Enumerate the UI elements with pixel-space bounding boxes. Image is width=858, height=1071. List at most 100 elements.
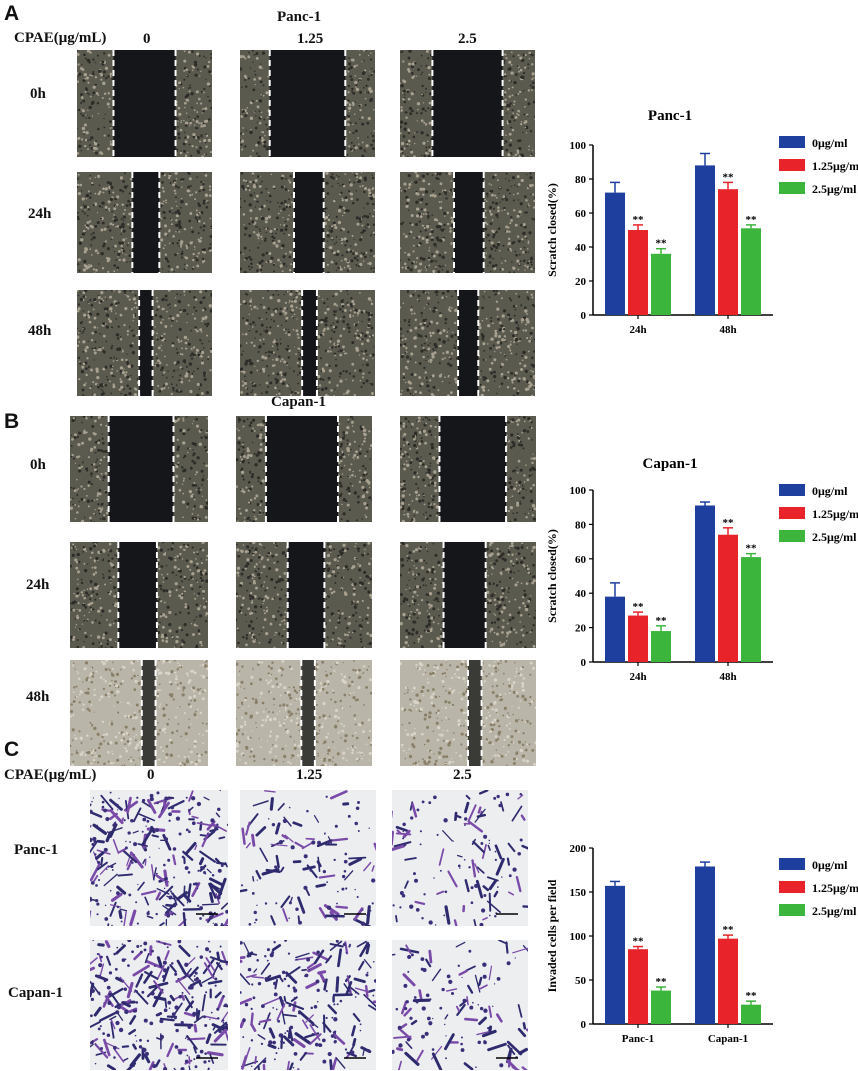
bar [651, 253, 671, 315]
bar [651, 631, 671, 662]
y-tick-label: 80 [575, 174, 587, 186]
cpae-label-a: CPAE(μg/mL) [14, 30, 107, 46]
legend-swatch [779, 507, 805, 519]
bar [718, 189, 738, 315]
y-tick-label: 80 [575, 519, 587, 531]
panel-letter-c: C [4, 738, 20, 761]
legend-label: 1.25μg/ml [812, 507, 858, 521]
micrograph-image [77, 290, 212, 396]
micrograph-image [240, 290, 375, 396]
y-tick-label: 0 [581, 657, 587, 669]
conc-label-c-0: 0 [147, 767, 155, 783]
legend-swatch [779, 182, 805, 194]
cpae-label-c: CPAE(μg/mL) [4, 767, 97, 783]
bar-chart-panc1-scratch: Panc-1 0 20 40 60 80 100 Scratch closed(%) 24h **… [545, 108, 858, 336]
legend-label: 2.5μg/ml [812, 182, 857, 196]
panel-letter-a: A [4, 2, 20, 25]
significance-label: ** [723, 517, 735, 529]
micrograph-image [240, 50, 375, 157]
micrograph-image [392, 940, 528, 1070]
row-label-a-0h: 0h [30, 86, 46, 102]
y-tick-label: 0 [581, 310, 587, 322]
legend-swatch [779, 530, 805, 542]
micrograph-image [400, 290, 535, 396]
chart-title: Capan-1 [642, 456, 697, 472]
micrograph-image [90, 940, 228, 1070]
bar [695, 866, 715, 1024]
row-label-a-24h: 24h [28, 206, 52, 222]
significance-label: ** [723, 924, 735, 936]
y-tick-label: 100 [570, 140, 587, 152]
micrograph-image [236, 660, 372, 766]
micrograph-image [240, 940, 376, 1070]
bar [741, 1004, 761, 1024]
x-tick-label: 48h [719, 324, 736, 336]
significance-label: ** [723, 171, 735, 183]
micrograph-image [236, 542, 372, 648]
legend-label: 1.25μg/ml [812, 881, 858, 895]
bar [718, 534, 738, 662]
y-tick-label: 100 [570, 931, 587, 943]
bar [605, 596, 625, 662]
bar [695, 505, 715, 662]
conc-label-c-2: 2.5 [453, 767, 472, 783]
micrograph-image [400, 416, 536, 522]
bar [718, 938, 738, 1024]
micrograph-image [240, 790, 376, 926]
micrograph-image [400, 542, 536, 648]
micrograph-image [70, 416, 208, 522]
y-axis-label: Invaded cells per field [545, 879, 559, 992]
micrograph-image [400, 50, 535, 157]
bar [741, 557, 761, 662]
significance-label: ** [656, 615, 668, 627]
legend-label: 0μg/ml [812, 136, 848, 150]
legend-swatch [779, 858, 805, 870]
y-axis-label: Scratch closed(%) [545, 529, 559, 623]
significance-label: ** [746, 990, 758, 1002]
micrograph-image [400, 172, 535, 273]
y-tick-label: 20 [575, 623, 587, 635]
y-tick-label: 100 [570, 485, 587, 497]
row-label-b-0h: 0h [30, 457, 46, 473]
bar-chart-capan1-scratch: Capan-1 0 20 40 60 80 100 Scratch closed(%) 24h *… [545, 456, 858, 683]
micrograph-image [240, 172, 375, 273]
x-tick-label: 24h [629, 671, 646, 683]
y-axis-label: Scratch closed(%) [545, 183, 559, 277]
x-tick-label: 24h [629, 324, 646, 336]
x-tick-label: 48h [719, 671, 736, 683]
significance-label: ** [746, 214, 758, 226]
bar [605, 885, 625, 1024]
legend-swatch [779, 484, 805, 496]
legend-label: 2.5μg/ml [812, 530, 857, 544]
micrograph-image [70, 660, 208, 766]
legend-label: 0μg/ml [812, 858, 848, 872]
y-tick-label: 20 [575, 276, 587, 288]
panel-letter-b: B [4, 410, 20, 433]
bar [628, 230, 648, 315]
row-label-a-48h: 48h [28, 323, 52, 339]
legend-swatch [779, 904, 805, 916]
micrograph-image [70, 542, 208, 648]
bar [695, 165, 715, 315]
y-tick-label: 60 [575, 208, 587, 220]
significance-label: ** [746, 543, 758, 555]
micrograph-image [90, 790, 228, 926]
micrograph-image [392, 790, 528, 926]
bar [651, 990, 671, 1024]
significance-label: ** [633, 601, 645, 613]
y-tick-label: 0 [581, 1019, 587, 1031]
significance-label: ** [656, 238, 668, 250]
bar-chart-invaded-cells: 0 50 100 150 200 Invaded cells per field Panc-… [545, 843, 858, 1045]
row-label-b-24h: 24h [26, 577, 50, 593]
micrograph-image [400, 660, 536, 766]
x-tick-label: Panc-1 [622, 1033, 654, 1045]
bar [605, 192, 625, 315]
bar [628, 949, 648, 1024]
conc-label-a-2: 2.5 [458, 31, 477, 47]
y-tick-label: 60 [575, 554, 587, 566]
x-tick-label: Capan-1 [708, 1033, 748, 1045]
conc-label-a-1: 1.25 [297, 31, 324, 47]
chart-title: Panc-1 [648, 108, 692, 124]
y-tick-label: 40 [575, 588, 587, 600]
y-tick-label: 200 [570, 843, 587, 855]
